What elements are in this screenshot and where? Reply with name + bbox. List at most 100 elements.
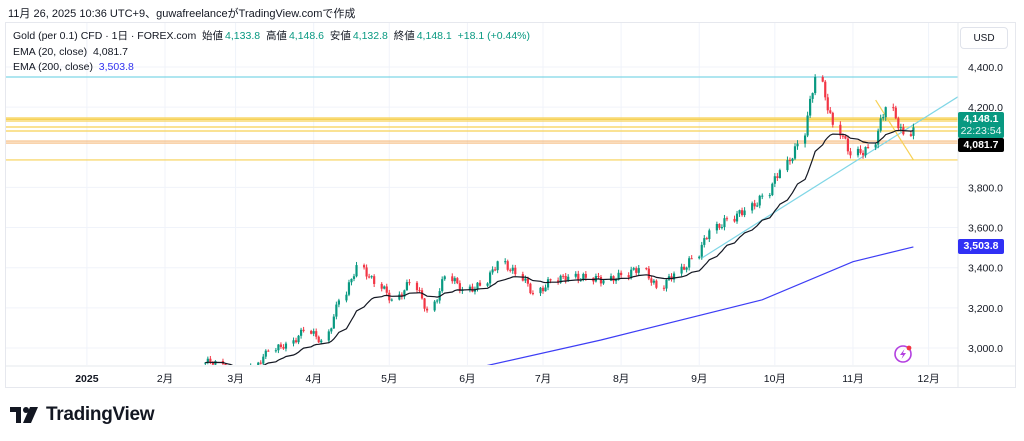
candle: [355, 261, 358, 278]
price-axis: 4,400.0 4,200.0 3,800.0 3,600.0 3,400.0 3,200…: [968, 62, 1003, 355]
candle-body: [380, 283, 383, 289]
candle-body: [650, 278, 653, 283]
candle-body: [831, 112, 834, 125]
open-value: 4,133.8: [225, 30, 261, 42]
candle-body: [320, 340, 323, 343]
candle: [250, 363, 252, 365]
y-tick-label: 3,000.0: [968, 343, 1003, 355]
candle-body: [245, 369, 247, 371]
candle-body: [599, 276, 603, 284]
candle-body: [688, 258, 691, 268]
candle-body: [247, 371, 249, 372]
candle: [562, 274, 565, 279]
candle-body: [504, 261, 507, 263]
candle: [247, 369, 249, 373]
candle: [468, 284, 472, 293]
lightning-icon[interactable]: [894, 345, 912, 363]
time-axis: 2月20252月3月4月5月6月7月8月9月10月11月12月: [75, 373, 939, 385]
x-tick-label: 4月: [306, 373, 322, 385]
candle-body: [267, 350, 270, 352]
candle: [652, 279, 655, 285]
candle: [662, 285, 666, 291]
candle: [806, 111, 809, 138]
candle-body: [751, 203, 754, 211]
x-tick-label: 2月: [157, 373, 173, 385]
candle-body: [227, 370, 229, 371]
candle-body: [451, 276, 454, 282]
candle-body: [577, 273, 580, 281]
candle: [597, 272, 600, 280]
candle-body: [647, 268, 650, 279]
candle: [539, 286, 542, 297]
y-tick-label: 3,600.0: [968, 223, 1003, 235]
candle-body: [877, 130, 880, 145]
candle-body: [645, 268, 648, 270]
symbol-legend-row[interactable]: Gold (per 0.1) CFD · 1日 · FOREX.com 始値 4,…: [13, 29, 530, 45]
candle-body: [224, 363, 227, 365]
candle-body: [259, 362, 262, 364]
candle-body: [299, 329, 303, 336]
candle: [380, 282, 383, 292]
candle: [312, 328, 315, 337]
ema20-legend-row[interactable]: EMA (20, close) 4,081.7: [13, 45, 530, 61]
tradingview-logo-icon: [10, 407, 38, 423]
candle: [632, 266, 635, 271]
candle: [544, 284, 547, 292]
candle-body: [859, 148, 862, 153]
candle-body: [670, 276, 673, 280]
candle: [718, 223, 721, 230]
candle-body: [899, 127, 902, 129]
candle-body: [866, 147, 870, 149]
candle: [368, 273, 371, 279]
candle-body: [370, 276, 373, 278]
tradingview-logo[interactable]: TradingView: [10, 404, 155, 426]
candle: [491, 266, 494, 275]
candle: [688, 256, 691, 271]
candle-body: [262, 356, 265, 364]
candle: [647, 266, 650, 281]
candle: [302, 326, 305, 333]
candle: [511, 264, 514, 274]
candle-body: [685, 267, 688, 270]
candle: [559, 274, 562, 284]
candle: [884, 106, 887, 121]
candle-body: [758, 195, 761, 206]
candle: [425, 306, 429, 313]
candle-body: [257, 362, 260, 365]
candle-body: [786, 160, 789, 171]
candle: [667, 273, 671, 281]
candle: [541, 285, 545, 294]
candle: [650, 275, 653, 286]
candle: [453, 276, 456, 285]
currency-button[interactable]: USD: [960, 27, 1008, 49]
candle: [476, 282, 479, 292]
candle-body: [612, 276, 615, 282]
candle: [206, 356, 209, 365]
candle-body: [715, 223, 718, 231]
ema20-value: 4,081.7: [92, 45, 129, 58]
candle: [347, 279, 351, 297]
candle: [683, 263, 686, 271]
candle-body: [418, 290, 421, 292]
candle-body: [723, 218, 726, 228]
candle: [751, 201, 754, 214]
candle-body: [897, 118, 900, 129]
candle-body: [335, 304, 338, 317]
high-value: 4,148.6: [288, 30, 324, 42]
candle-body: [355, 265, 358, 277]
candle-body: [400, 294, 403, 297]
candle: [390, 298, 393, 302]
candle: [879, 114, 882, 133]
candle-body: [708, 230, 711, 240]
candle: [531, 290, 535, 296]
candle: [793, 143, 797, 161]
candle: [670, 273, 673, 282]
candle: [637, 265, 640, 276]
ema200-legend-row[interactable]: EMA (200, close) 3,503.8: [13, 60, 530, 76]
candle-body: [652, 280, 655, 283]
candle-body: [330, 328, 333, 332]
candle: [609, 273, 613, 282]
candle: [471, 283, 474, 293]
candle-body: [814, 77, 817, 94]
